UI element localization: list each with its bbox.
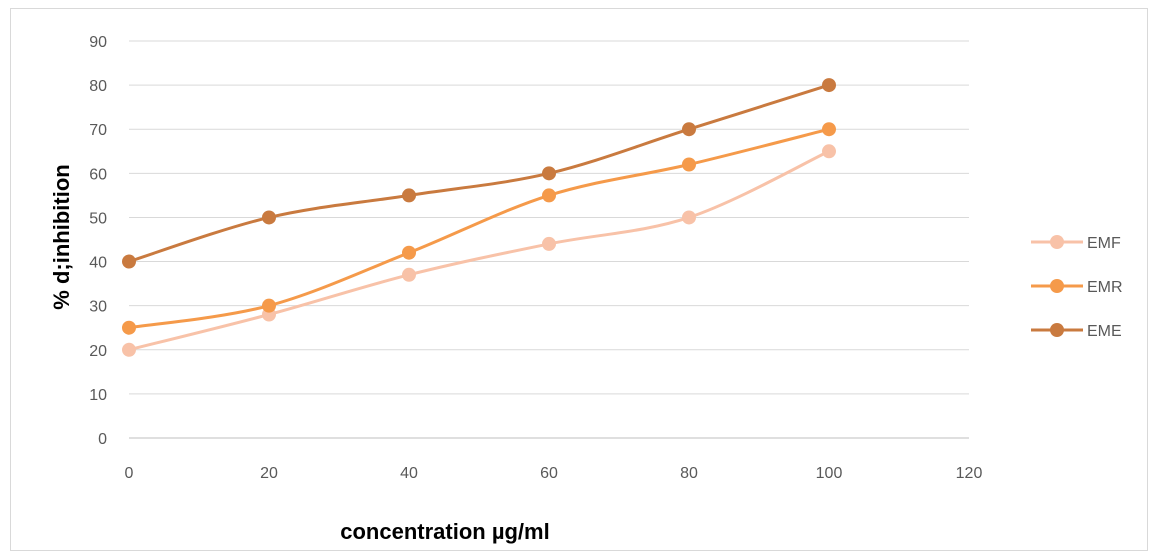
data-point-emr-80 — [682, 157, 696, 172]
data-point-emr-60 — [542, 188, 556, 203]
series-line-emf — [127, 149, 831, 352]
data-point-eme-20 — [262, 210, 276, 225]
x-tick-label-120: 120 — [956, 465, 983, 482]
y-tick-label-90: 90 — [89, 34, 107, 51]
legend-marker-eme — [1050, 323, 1064, 337]
y-tick-label-40: 40 — [89, 255, 107, 272]
data-point-eme-60 — [542, 166, 556, 181]
x-tick-label-20: 20 — [260, 465, 278, 482]
legend-marker-emf — [1050, 235, 1064, 249]
data-point-emr-40 — [402, 245, 416, 260]
legend-item-emr: EMR — [1031, 279, 1123, 296]
axes: 0 10 20 30 40 50 60 70 80 90 0 20 40 60 80 100 120 — [89, 34, 982, 482]
x-axis-title: concentration µg/ml — [340, 519, 549, 544]
y-axis-title: % d;inhibition — [49, 164, 74, 309]
y-tick-label-60: 60 — [89, 166, 107, 183]
x-tick-label-40: 40 — [400, 465, 418, 482]
y-tick-label-20: 20 — [89, 343, 107, 360]
data-point-eme-40 — [402, 188, 416, 203]
y-tick-label-50: 50 — [89, 210, 107, 227]
series-lines — [122, 78, 836, 357]
x-tick-label-60: 60 — [540, 465, 558, 482]
series-emr — [122, 122, 836, 335]
x-tick-label-80: 80 — [680, 465, 698, 482]
y-tick-label-70: 70 — [89, 122, 107, 139]
legend-marker-emr — [1050, 279, 1064, 293]
data-point-eme-100 — [822, 78, 836, 93]
series-line-emr — [127, 127, 831, 330]
data-point-emf-60 — [542, 236, 556, 251]
data-point-emr-20 — [262, 298, 276, 313]
legend-label-emr: EMR — [1087, 279, 1123, 296]
legend-item-emf: EMF — [1031, 235, 1121, 252]
data-point-emf-80 — [682, 210, 696, 225]
y-tick-label-10: 10 — [89, 387, 107, 404]
gridlines — [129, 40, 969, 395]
data-point-emf-100 — [822, 144, 836, 159]
data-point-emf-40 — [402, 267, 416, 282]
x-tick-label-100: 100 — [816, 465, 843, 482]
legend-item-eme: EME — [1031, 323, 1122, 340]
legend: EMF EMR EME — [1031, 235, 1123, 340]
y-tick-label-80: 80 — [89, 78, 107, 95]
data-point-eme-0 — [122, 254, 136, 269]
y-tick-label-30: 30 — [89, 299, 107, 316]
series-line-eme — [127, 83, 831, 264]
x-tick-label-0: 0 — [125, 465, 134, 482]
series-emf — [122, 144, 836, 357]
data-point-emr-0 — [122, 320, 136, 335]
legend-label-eme: EME — [1087, 323, 1122, 340]
data-point-emr-100 — [822, 122, 836, 137]
data-point-emf-0 — [122, 342, 136, 357]
series-eme — [122, 78, 836, 269]
y-tick-label-0: 0 — [98, 431, 107, 448]
data-point-eme-80 — [682, 122, 696, 137]
legend-label-emf: EMF — [1087, 235, 1121, 252]
chart-area: 0 10 20 30 40 50 60 70 80 90 0 20 40 60 80 100 120 EMF EM… — [10, 8, 1148, 551]
